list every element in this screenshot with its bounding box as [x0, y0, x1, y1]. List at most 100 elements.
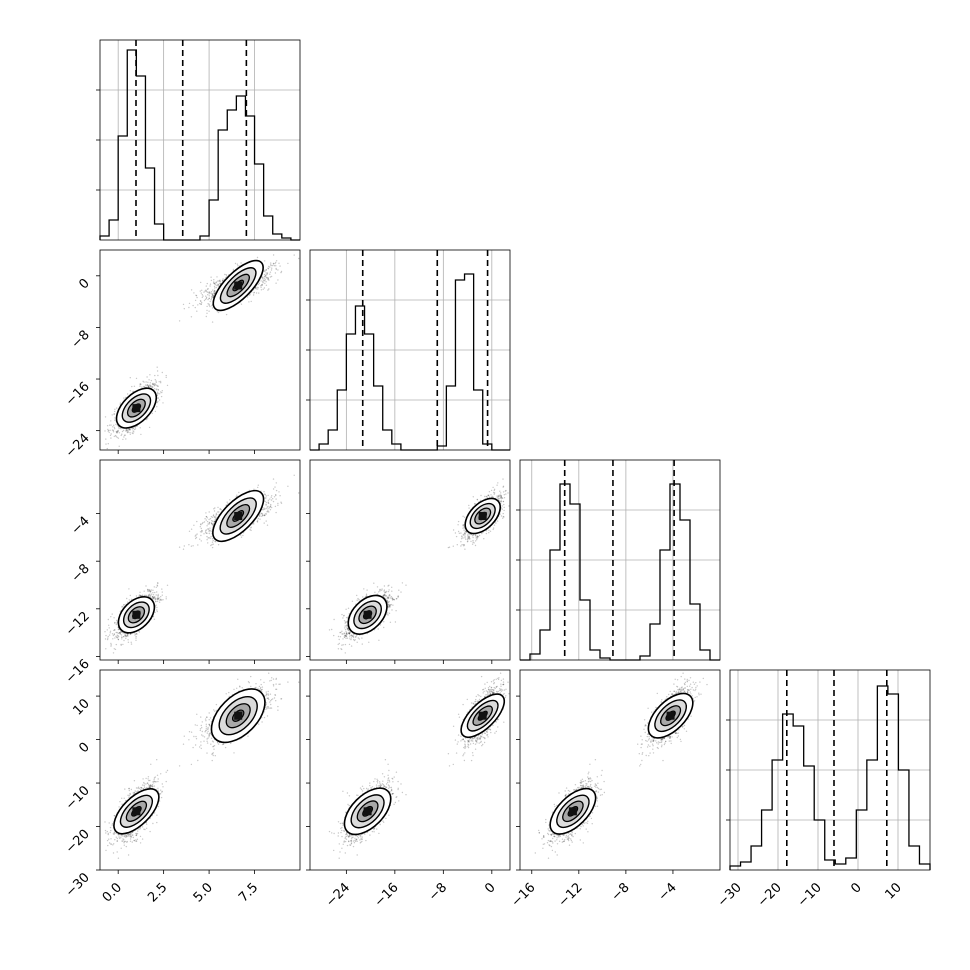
scatter-point	[204, 290, 206, 292]
scatter-point	[152, 382, 154, 385]
scatter-point	[255, 288, 257, 290]
scatter-point	[210, 297, 213, 300]
scatter-point	[152, 598, 154, 600]
scatter-point	[140, 595, 142, 597]
scatter-point	[108, 634, 111, 636]
scatter-point	[208, 295, 210, 297]
scatter-point	[126, 429, 128, 432]
scatter-point	[213, 285, 216, 288]
scatter-point	[118, 427, 120, 429]
scatter-point	[120, 643, 122, 646]
scatter-point	[110, 424, 112, 426]
scatter-point	[139, 385, 141, 387]
scatter-point	[153, 597, 155, 599]
scatter-point	[153, 384, 156, 386]
scatter-point	[210, 279, 213, 282]
scatter-point	[142, 380, 144, 382]
scatter-point	[275, 494, 277, 496]
scatter-point	[161, 391, 163, 394]
scatter-point	[157, 397, 159, 400]
scatter-point	[206, 291, 208, 293]
scatter-point	[146, 376, 148, 378]
scatter-point	[212, 515, 215, 517]
scatter-point	[125, 429, 128, 431]
scatter-point	[212, 543, 214, 545]
scatter-point	[205, 516, 207, 518]
density-peak-1-0-0	[132, 404, 141, 413]
scatter-point	[274, 486, 276, 488]
scatter-point	[273, 496, 276, 498]
scatter-point	[206, 282, 208, 285]
scatter-point	[152, 592, 154, 594]
scatter-point	[268, 511, 270, 513]
scatter-point	[115, 423, 117, 426]
scatter-point	[262, 276, 264, 279]
scatter-point	[208, 304, 210, 306]
scatter-point	[111, 633, 114, 635]
scatter-point	[267, 501, 269, 503]
scatter-point	[161, 371, 163, 374]
scatter-point	[125, 438, 127, 440]
scatter-point	[157, 389, 159, 391]
scatter-point	[207, 303, 209, 305]
scatter-point	[219, 508, 222, 510]
scatter-point	[265, 269, 267, 271]
scatter-point	[112, 426, 114, 428]
scatter-point	[146, 417, 149, 419]
scatter-point	[253, 488, 255, 490]
scatter-point	[205, 295, 207, 297]
scatter-point	[262, 514, 264, 517]
scatter-point	[270, 264, 272, 267]
scatter-point	[156, 591, 158, 593]
scatter-point	[130, 643, 133, 645]
scatter-point	[116, 619, 118, 622]
scatter-point	[237, 265, 239, 267]
scatter-point	[214, 282, 216, 285]
hist-frame-1	[309, 249, 511, 451]
scatter-point	[139, 591, 141, 593]
scatter-point	[219, 280, 222, 283]
scatter-point	[122, 643, 124, 646]
scatter-point	[105, 648, 107, 650]
scatter-point	[149, 384, 151, 386]
scatter-point	[147, 588, 149, 591]
scatter-point	[156, 384, 158, 387]
scatter-point	[109, 434, 112, 437]
scatter-point	[205, 529, 207, 531]
hist-panel-2	[516, 459, 721, 661]
scatter-point	[267, 278, 269, 280]
scatter-point	[211, 321, 214, 323]
scatter-point	[140, 383, 142, 385]
scatter-point	[139, 594, 142, 597]
scatter-point	[155, 389, 157, 391]
hist-panel-3	[726, 669, 931, 871]
scatter-point	[264, 513, 267, 515]
scatter-point	[256, 286, 258, 288]
scatter-point	[278, 491, 280, 493]
scatter-point	[199, 526, 201, 528]
scatter-point	[106, 629, 109, 631]
scatter-point	[116, 431, 119, 433]
scatter-point	[127, 430, 130, 432]
scatter-point	[140, 595, 142, 597]
scatter-point	[108, 431, 110, 434]
scatter-point	[226, 501, 228, 503]
scatter-point	[157, 400, 159, 403]
scatter-point	[151, 386, 154, 388]
scatter-point	[274, 505, 277, 508]
scatter-point	[208, 297, 210, 299]
scatter-point	[121, 430, 124, 433]
scatter-point	[213, 292, 216, 295]
scatter-point	[194, 537, 197, 540]
scatter-point	[204, 518, 206, 520]
scatter-point	[143, 385, 145, 388]
scatter-point	[194, 535, 196, 537]
scatter-point	[193, 524, 195, 526]
scatter-point	[114, 629, 116, 631]
scatter-point	[195, 295, 198, 297]
scatter-point	[269, 273, 271, 275]
scatter-point	[267, 505, 269, 508]
scatter-point	[155, 604, 157, 606]
scatter-point	[113, 424, 115, 426]
scatter-content-2-0	[104, 474, 300, 654]
